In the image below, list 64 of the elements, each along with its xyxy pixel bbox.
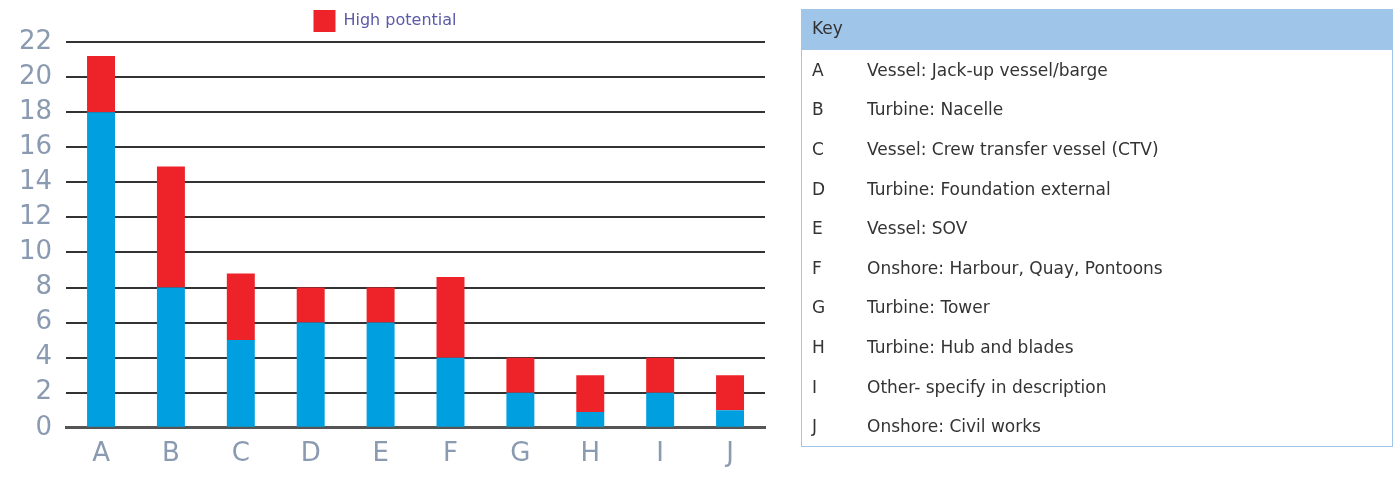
text: Vessel: Crew transfer vessel (CTV) bbox=[867, 138, 1159, 159]
y-tick-label: 0 bbox=[35, 410, 53, 441]
bar bbox=[156, 287, 185, 427]
y-tick-label: 8 bbox=[35, 270, 53, 301]
bar bbox=[296, 322, 325, 427]
x-tick-label: I bbox=[656, 437, 664, 468]
category-label: H bbox=[812, 336, 826, 357]
y-tick-label: 20 bbox=[18, 59, 53, 90]
legend-label: High potential bbox=[343, 10, 457, 30]
category-label: F bbox=[812, 257, 823, 278]
category-label: G bbox=[812, 297, 827, 318]
bar bbox=[716, 375, 745, 411]
bar bbox=[436, 357, 465, 427]
category-label: E bbox=[812, 218, 824, 239]
x-tick-label: H bbox=[580, 437, 601, 468]
bar bbox=[87, 112, 116, 427]
bar bbox=[716, 410, 745, 427]
text: Turbine: Foundation external bbox=[867, 178, 1111, 199]
text: Turbine: Nacelle bbox=[867, 99, 1004, 120]
x-tick-label: J bbox=[724, 437, 734, 468]
y-tick-label: 14 bbox=[18, 165, 53, 196]
text: Vessel: SOV bbox=[867, 218, 968, 239]
x-tick-label: A bbox=[92, 437, 111, 468]
y-tick-label: 4 bbox=[35, 340, 53, 371]
category-label: C bbox=[812, 138, 825, 159]
category-label: I bbox=[812, 376, 818, 397]
category-label: B bbox=[812, 99, 825, 120]
x-tick-label: F bbox=[443, 437, 458, 468]
bar bbox=[506, 357, 535, 393]
bar bbox=[576, 375, 605, 413]
x-tick-label: E bbox=[372, 437, 389, 468]
y-tick-label: 22 bbox=[18, 24, 53, 55]
y-tick-label: 12 bbox=[18, 200, 53, 231]
bar bbox=[506, 392, 535, 427]
bar bbox=[296, 287, 325, 323]
category-label: D bbox=[812, 178, 827, 199]
text: Other- specify in description bbox=[867, 376, 1107, 397]
x-tick-label: D bbox=[300, 437, 321, 468]
y-tick-label: 2 bbox=[35, 375, 53, 406]
bar bbox=[366, 287, 395, 323]
bar bbox=[646, 392, 675, 427]
text: Turbine: Tower bbox=[867, 297, 990, 318]
bar bbox=[436, 276, 465, 358]
text: Vessel: Jack-up vessel/barge bbox=[867, 59, 1108, 80]
y-tick-label: 18 bbox=[18, 94, 53, 125]
bar bbox=[366, 322, 395, 427]
x-tick-label: C bbox=[231, 437, 250, 468]
bar bbox=[226, 273, 255, 341]
y-tick-label: 6 bbox=[35, 305, 53, 336]
y-tick-label: 10 bbox=[18, 235, 53, 266]
y-tick-label: 16 bbox=[18, 129, 53, 160]
bar bbox=[226, 340, 255, 427]
text: Key bbox=[802, 10, 1392, 50]
text: Turbine: Hub and blades bbox=[867, 336, 1074, 357]
category-label: A bbox=[812, 59, 825, 80]
text: Onshore: Harbour, Quay, Pontoons bbox=[867, 257, 1163, 278]
bar bbox=[156, 166, 185, 288]
x-tick-label: B bbox=[162, 437, 180, 468]
bar bbox=[576, 412, 605, 427]
text: Onshore: Civil works bbox=[867, 416, 1041, 437]
x-tick-label: G bbox=[510, 437, 531, 468]
bar bbox=[87, 56, 116, 113]
category-label: J bbox=[812, 416, 818, 437]
bar bbox=[646, 357, 675, 393]
